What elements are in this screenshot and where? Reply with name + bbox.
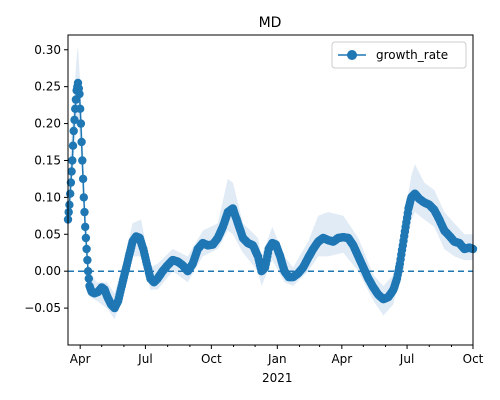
y-tick-label: 0.10 — [34, 190, 61, 204]
data-point — [83, 267, 93, 276]
data-point — [67, 167, 76, 176]
data-point — [81, 222, 90, 232]
y-tick-label: −0.05 — [24, 301, 61, 315]
y-tick-label: 0.00 — [34, 264, 61, 278]
data-point — [68, 141, 78, 150]
confidence-band-layer — [68, 46, 473, 320]
x-tick-label: Oct — [201, 352, 222, 366]
series-layer — [63, 78, 478, 313]
confidence-band — [68, 46, 473, 320]
data-point — [83, 255, 92, 265]
x-tick-label: Apr — [331, 352, 352, 366]
plot-frame — [67, 34, 474, 346]
x-tick-label: Jul — [137, 352, 152, 366]
legend: growth_rate — [331, 41, 467, 69]
data-point — [80, 207, 89, 217]
data-point — [78, 156, 87, 165]
chart-title: MD — [259, 15, 282, 31]
data-point — [82, 244, 91, 254]
data-point — [69, 126, 78, 136]
legend-box — [331, 41, 467, 69]
axis-layer: 0.30 0.25 0.20 0.15 0.10 0.05 0.00 −0.05 Apr Jul O… — [24, 43, 483, 385]
data-point — [75, 89, 84, 99]
x-tick-label: Oct — [463, 352, 484, 366]
data-point — [84, 274, 94, 283]
y-tick-label: 0.20 — [34, 117, 61, 131]
data-point — [77, 137, 86, 147]
x-tick-label: Jul — [399, 352, 414, 366]
y-tick-label: 0.30 — [34, 43, 61, 57]
data-point — [76, 104, 85, 114]
data-point — [81, 233, 91, 243]
x-tick-sublabel: 2021 — [262, 371, 293, 385]
data-point — [70, 115, 79, 125]
data-point — [64, 207, 73, 217]
legend-label: growth_rate — [376, 48, 448, 62]
data-point — [66, 189, 75, 198]
data-point — [78, 174, 88, 184]
y-tick-label: 0.25 — [34, 80, 61, 94]
data-point — [79, 193, 89, 202]
data-point — [68, 156, 77, 165]
x-tick-label: Apr — [70, 352, 91, 366]
legend-marker-icon — [347, 50, 357, 60]
x-tick-label: Jan — [267, 352, 287, 366]
data-point — [65, 200, 74, 209]
y-tick-label: 0.15 — [34, 153, 61, 167]
plot-area-border — [67, 34, 474, 346]
data-point — [76, 119, 86, 128]
data-point — [66, 178, 76, 187]
y-tick-label: 0.05 — [34, 227, 61, 241]
